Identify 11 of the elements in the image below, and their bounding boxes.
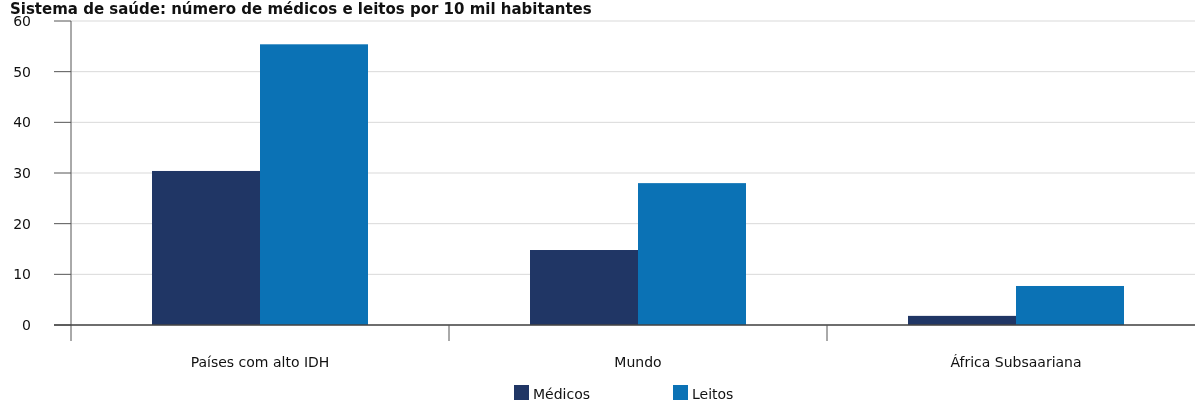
x-tick-label: África Subsaariana xyxy=(950,354,1082,370)
x-tick-label: Países com alto IDH xyxy=(190,354,330,370)
y-tick-label: 30 xyxy=(13,164,31,181)
y-tick-label: 10 xyxy=(13,266,31,283)
y-tick-label: 50 xyxy=(13,63,31,80)
legend-label: Médicos xyxy=(533,386,591,402)
legend-label: Leitos xyxy=(692,386,734,402)
y-tick-label: 40 xyxy=(13,114,31,131)
y-tick-label: 20 xyxy=(13,215,31,232)
x-tick-label: Mundo xyxy=(614,354,662,370)
y-tick-label: 0 xyxy=(22,316,31,333)
